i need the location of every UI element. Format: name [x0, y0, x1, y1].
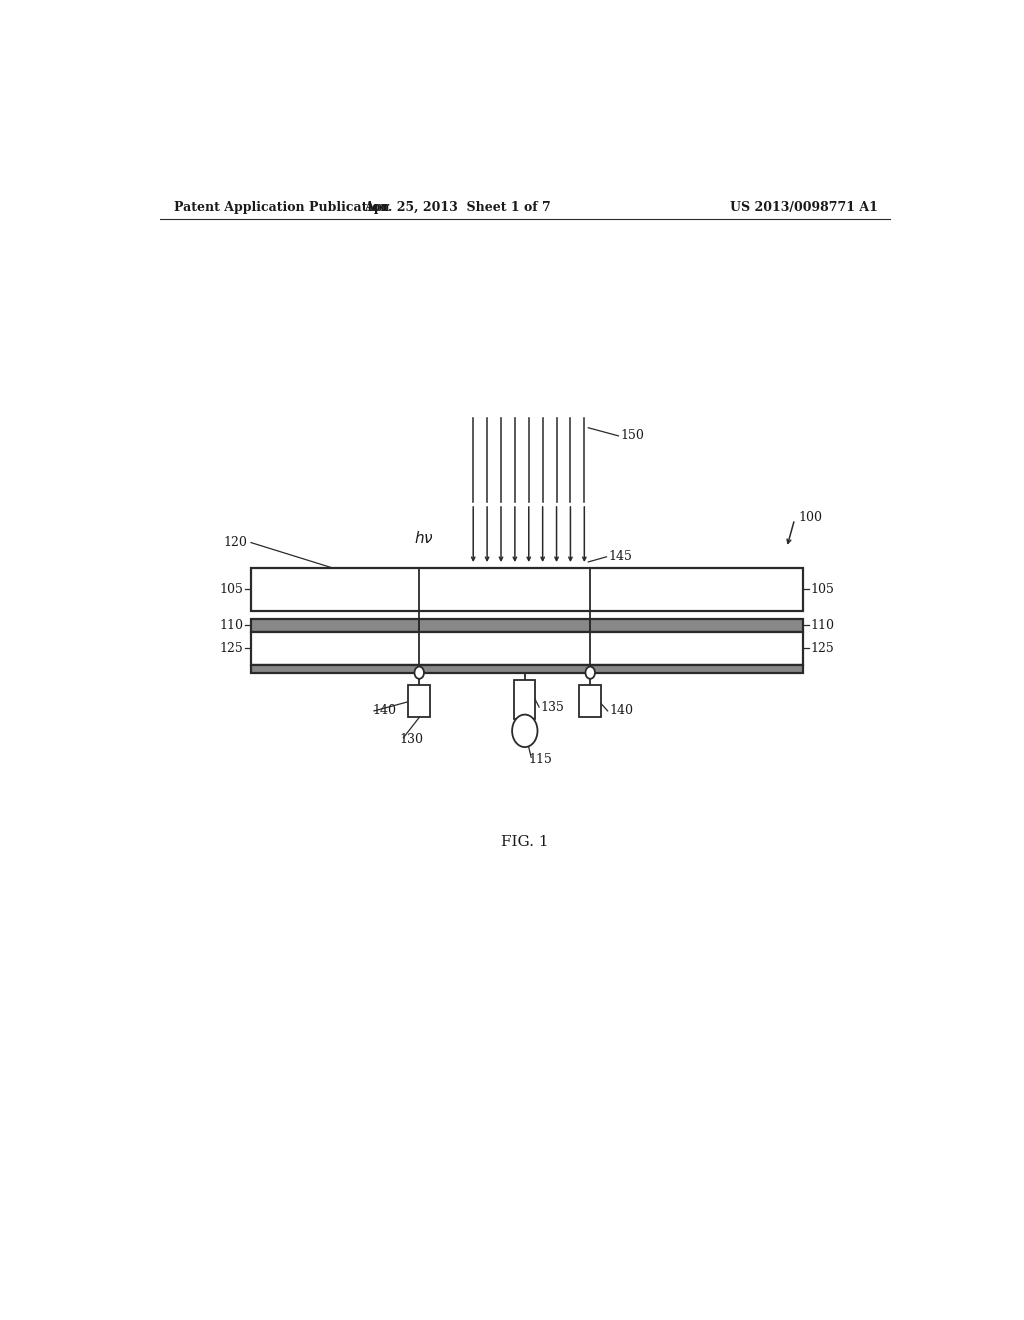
Circle shape: [415, 667, 424, 678]
Text: 140: 140: [609, 705, 633, 717]
Bar: [580, 685, 601, 718]
Text: FIG. 1: FIG. 1: [501, 836, 549, 850]
Bar: [251, 664, 803, 673]
Text: 130: 130: [399, 734, 423, 746]
Text: 140: 140: [373, 705, 396, 717]
Text: 105: 105: [811, 583, 835, 595]
Text: 110: 110: [811, 619, 835, 632]
Text: 105: 105: [219, 583, 243, 595]
Circle shape: [586, 667, 595, 678]
Circle shape: [512, 714, 538, 747]
Text: 100: 100: [799, 511, 822, 524]
Text: US 2013/0098771 A1: US 2013/0098771 A1: [730, 201, 878, 214]
Bar: [251, 568, 803, 611]
Bar: [409, 685, 430, 718]
Text: 135: 135: [541, 701, 564, 714]
Text: 120: 120: [223, 536, 247, 549]
Bar: [514, 680, 536, 718]
Text: 125: 125: [219, 642, 243, 655]
Text: 150: 150: [620, 429, 644, 442]
Bar: [251, 632, 803, 664]
Text: $h\nu$: $h\nu$: [414, 529, 433, 545]
Text: 125: 125: [811, 642, 835, 655]
Text: 110: 110: [219, 619, 243, 632]
Text: Patent Application Publication: Patent Application Publication: [174, 201, 389, 214]
Text: 115: 115: [528, 752, 553, 766]
Text: Apr. 25, 2013  Sheet 1 of 7: Apr. 25, 2013 Sheet 1 of 7: [364, 201, 551, 214]
Text: 145: 145: [608, 550, 632, 564]
Bar: [251, 619, 803, 632]
